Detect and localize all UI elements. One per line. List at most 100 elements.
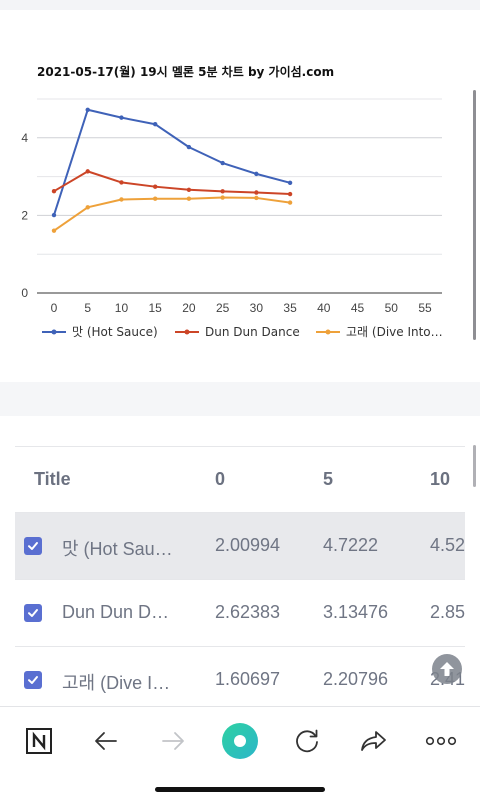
header-col-0[interactable]: 0 — [215, 469, 226, 489]
share-icon — [361, 731, 386, 751]
header-col-10[interactable]: 10 — [430, 469, 451, 489]
forward-button[interactable] — [153, 721, 193, 761]
checkmark-icon — [28, 609, 38, 617]
x-tick-label: 15 — [149, 301, 163, 315]
data-point — [152, 196, 158, 201]
data-point — [287, 200, 293, 205]
n-logo-icon — [26, 728, 52, 754]
data-point — [85, 169, 90, 174]
series-line-2 — [53, 170, 291, 196]
table-header: Title 0 5 10 — [15, 446, 465, 512]
table-row[interactable]: Dun Dun Da… 2.62383 3.13476 2.85 — [15, 579, 465, 646]
reload-icon — [296, 729, 318, 753]
data-point — [152, 122, 158, 127]
home-circle-icon — [222, 723, 258, 759]
row-value-5: 3.13476 — [323, 602, 389, 622]
scroll-to-top-button[interactable] — [432, 654, 462, 684]
series-line-1 — [53, 108, 291, 216]
back-arrow-icon — [95, 732, 117, 750]
back-button[interactable] — [86, 721, 126, 761]
header-col-5[interactable]: 5 — [323, 469, 334, 489]
row-value-0: 1.60697 — [215, 669, 281, 689]
data-point — [119, 197, 124, 202]
row-checkbox[interactable] — [24, 604, 42, 622]
data-point — [152, 184, 158, 189]
row-value-5: 2.20796 — [323, 669, 389, 689]
data-point — [119, 180, 124, 185]
data-point — [85, 107, 90, 112]
top-strip — [0, 0, 480, 10]
line-chart: 2021-05-17(월) 19시 멜론 5분 차트 by 가이섬.com 0 2 4… — [21, 64, 443, 339]
y-tick-label: 4 — [21, 131, 28, 145]
legend-marker — [325, 329, 331, 335]
section-gap — [0, 382, 480, 416]
data-table-card: Title 0 5 10 맛 (Hot Sau… 2.00994 4.7222 … — [0, 416, 480, 706]
forward-arrow-icon — [162, 732, 184, 750]
x-tick-label: 0 — [51, 301, 58, 315]
data-point — [254, 190, 259, 195]
table-row[interactable]: 맛 (Hot Sau… 2.00994 4.7222 4.52 — [15, 512, 465, 579]
legend-marker — [51, 329, 57, 335]
data-point — [119, 115, 124, 120]
data-table: Title 0 5 10 맛 (Hot Sau… 2.00994 4.7222 … — [15, 446, 465, 706]
x-tick-label: 55 — [418, 301, 432, 315]
row-value-10: 4.52 — [430, 535, 465, 555]
row-value-0: 2.00994 — [215, 535, 281, 555]
table-scrollbar[interactable] — [473, 445, 476, 487]
x-tick-label: 20 — [182, 301, 196, 315]
x-tick-label: 45 — [351, 301, 365, 315]
checkmark-icon — [28, 676, 38, 684]
data-point — [186, 187, 192, 192]
legend-label: Dun Dun Dance — [205, 325, 300, 339]
y-tick-label: 2 — [21, 208, 28, 222]
data-point — [51, 228, 57, 233]
row-title: Dun Dun Da… — [62, 602, 178, 622]
x-tick-label: 40 — [317, 301, 331, 315]
row-value-5: 4.7222 — [323, 535, 379, 555]
data-point — [254, 195, 259, 201]
bottom-toolbar — [0, 706, 480, 803]
data-point — [254, 171, 259, 177]
page-scrollbar[interactable] — [473, 90, 476, 340]
checkmark-icon — [28, 542, 38, 550]
x-tick-label: 35 — [283, 301, 297, 315]
data-point — [51, 212, 57, 218]
row-title: 고래 (Dive In… — [62, 673, 178, 693]
data-point — [220, 189, 225, 194]
data-point — [220, 160, 225, 166]
row-title: 맛 (Hot Sau… — [62, 539, 173, 559]
share-button[interactable] — [354, 721, 394, 761]
data-point — [186, 144, 192, 150]
more-button[interactable] — [421, 721, 461, 761]
data-point — [287, 191, 293, 197]
x-tick-label: 25 — [216, 301, 230, 315]
series-line-3 — [53, 196, 291, 232]
data-point — [220, 195, 225, 200]
legend-marker — [184, 329, 190, 335]
x-tick-label: 30 — [250, 301, 264, 315]
row-checkbox[interactable] — [24, 671, 42, 689]
legend-label: 맛 (Hot Sauce) — [72, 325, 158, 339]
y-tick-label: 0 — [21, 286, 28, 300]
x-tick-label: 50 — [385, 301, 399, 315]
arrow-up-icon — [440, 662, 454, 676]
row-checkbox[interactable] — [24, 537, 42, 555]
home-indicator — [155, 787, 325, 792]
data-point — [51, 188, 57, 194]
data-point — [287, 180, 293, 186]
home-button[interactable] — [220, 721, 260, 761]
reload-button[interactable] — [287, 721, 327, 761]
legend-label: 고래 (Dive Into… — [346, 325, 443, 339]
x-tick-label: 5 — [84, 301, 91, 315]
header-title[interactable]: Title — [34, 469, 71, 489]
data-point — [186, 196, 192, 201]
table-row[interactable]: 고래 (Dive In… 1.60697 2.20796 2.41 — [15, 646, 465, 706]
chart-title: 2021-05-17(월) 19시 멜론 5분 차트 by 가이섬.com — [37, 64, 334, 79]
chart-card: 2021-05-17(월) 19시 멜론 5분 차트 by 가이섬.com 0 2 4… — [0, 10, 480, 382]
data-point — [85, 205, 90, 210]
x-tick-label: 10 — [115, 301, 129, 315]
n-logo-button[interactable] — [19, 721, 59, 761]
more-icon — [425, 736, 457, 746]
row-value-0: 2.62383 — [215, 602, 281, 622]
row-value-10: 2.85 — [430, 602, 465, 622]
